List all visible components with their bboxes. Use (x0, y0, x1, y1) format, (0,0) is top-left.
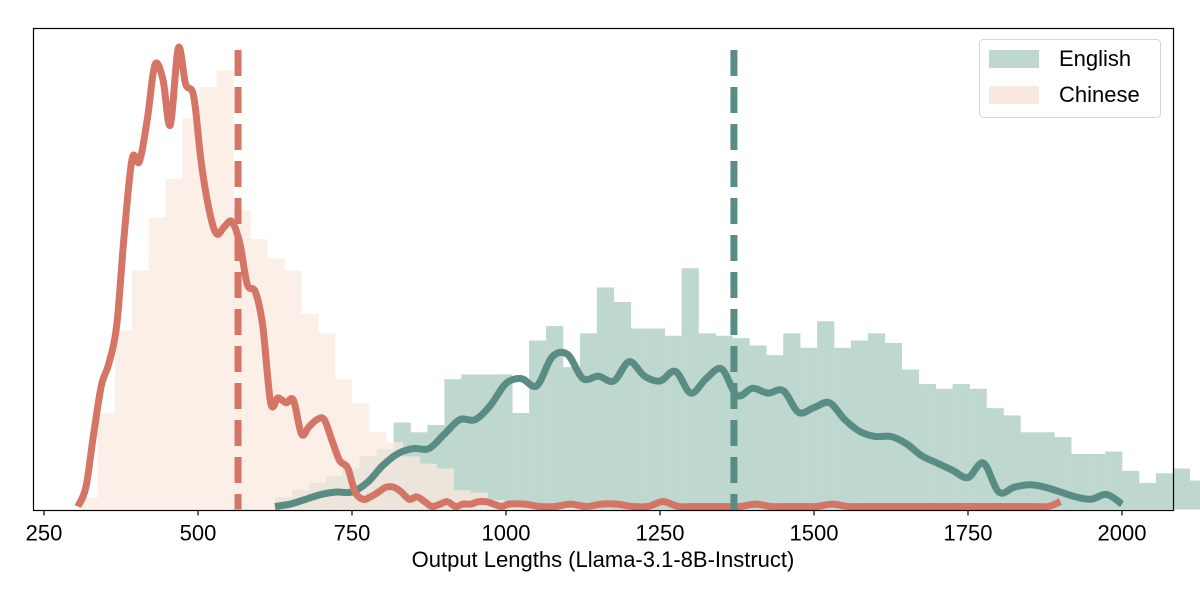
histogram-bar (97, 412, 116, 510)
x-tick-label: 1750 (944, 521, 993, 546)
histogram-bar (301, 314, 319, 510)
histogram-bar (216, 70, 234, 510)
histogram-bar (834, 347, 852, 510)
histogram-bar (579, 333, 598, 510)
histogram-bar (935, 388, 953, 510)
histogram-bar (783, 333, 801, 510)
histogram-bar (478, 374, 496, 510)
histogram-bar (867, 333, 886, 510)
legend-label-chinese: Chinese (1059, 82, 1140, 107)
histogram-bar (1189, 480, 1200, 510)
kde-curve-english (274, 348, 1125, 510)
x-tick-label: 2000 (1098, 521, 1147, 546)
histogram-bar (749, 345, 767, 510)
histogram-bar (165, 178, 183, 510)
histogram-bar (698, 333, 716, 510)
histogram-bar (80, 497, 99, 510)
histogram-bar (284, 270, 302, 510)
histogram-bar (613, 301, 632, 510)
histogram-bar (884, 342, 903, 510)
histogram-bar (512, 412, 530, 510)
kde-curve-chinese (74, 43, 1062, 511)
legend-swatch-chinese (989, 86, 1039, 104)
x-axis-ticks: 250 500 750 1000 1250 1500 1750 2000 (26, 510, 1147, 546)
histogram-bar (1020, 432, 1038, 510)
histogram-bar (901, 369, 920, 510)
histogram-bar (1122, 470, 1140, 510)
histogram-bar (766, 355, 784, 510)
histogram-bar (596, 287, 615, 510)
histogram-bar (1054, 437, 1072, 510)
histogram-bar (495, 374, 513, 510)
histogram-bar (918, 384, 936, 510)
x-tick-label: 1000 (482, 521, 531, 546)
histogram-bar (664, 335, 682, 510)
histogram-bar (817, 321, 835, 510)
histogram-bar (1138, 482, 1157, 510)
histogram-bar (131, 270, 150, 510)
x-tick-label: 1250 (636, 521, 685, 546)
histogram-bar (1155, 473, 1174, 510)
histogram-bar (182, 118, 200, 510)
histogram-bar (546, 326, 564, 510)
x-tick-label: 750 (334, 521, 371, 546)
legend-swatch-english (989, 50, 1039, 68)
x-tick-label: 250 (26, 521, 63, 546)
histogram-bar (800, 347, 818, 510)
histogram-bar (1172, 468, 1191, 510)
histogram-bar (715, 335, 733, 510)
x-tick-label: 500 (180, 521, 217, 546)
histogram-bar (562, 367, 581, 510)
plot-frame (32, 27, 1175, 512)
x-axis-label: Output Lengths (Llama-3.1-8B-Instruct) (412, 547, 795, 572)
histogram-bar (630, 328, 648, 510)
mean-lines-layer (234, 50, 738, 510)
histogram-bar (952, 384, 970, 510)
histogram-bar (1037, 432, 1055, 510)
histogram-bar (114, 330, 133, 510)
histogram-bar (647, 328, 665, 510)
histogram-bar (148, 217, 166, 510)
histogram-bar (969, 388, 987, 510)
histogram-bar (267, 258, 285, 510)
histogram-bar (850, 340, 869, 510)
histogram-bar (250, 239, 268, 510)
legend-label-english: English (1059, 46, 1131, 71)
histogram-bar (461, 374, 479, 510)
x-tick-label: 1500 (790, 521, 839, 546)
kde-curves-layer (74, 43, 1125, 511)
legend: English Chinese (979, 39, 1161, 118)
